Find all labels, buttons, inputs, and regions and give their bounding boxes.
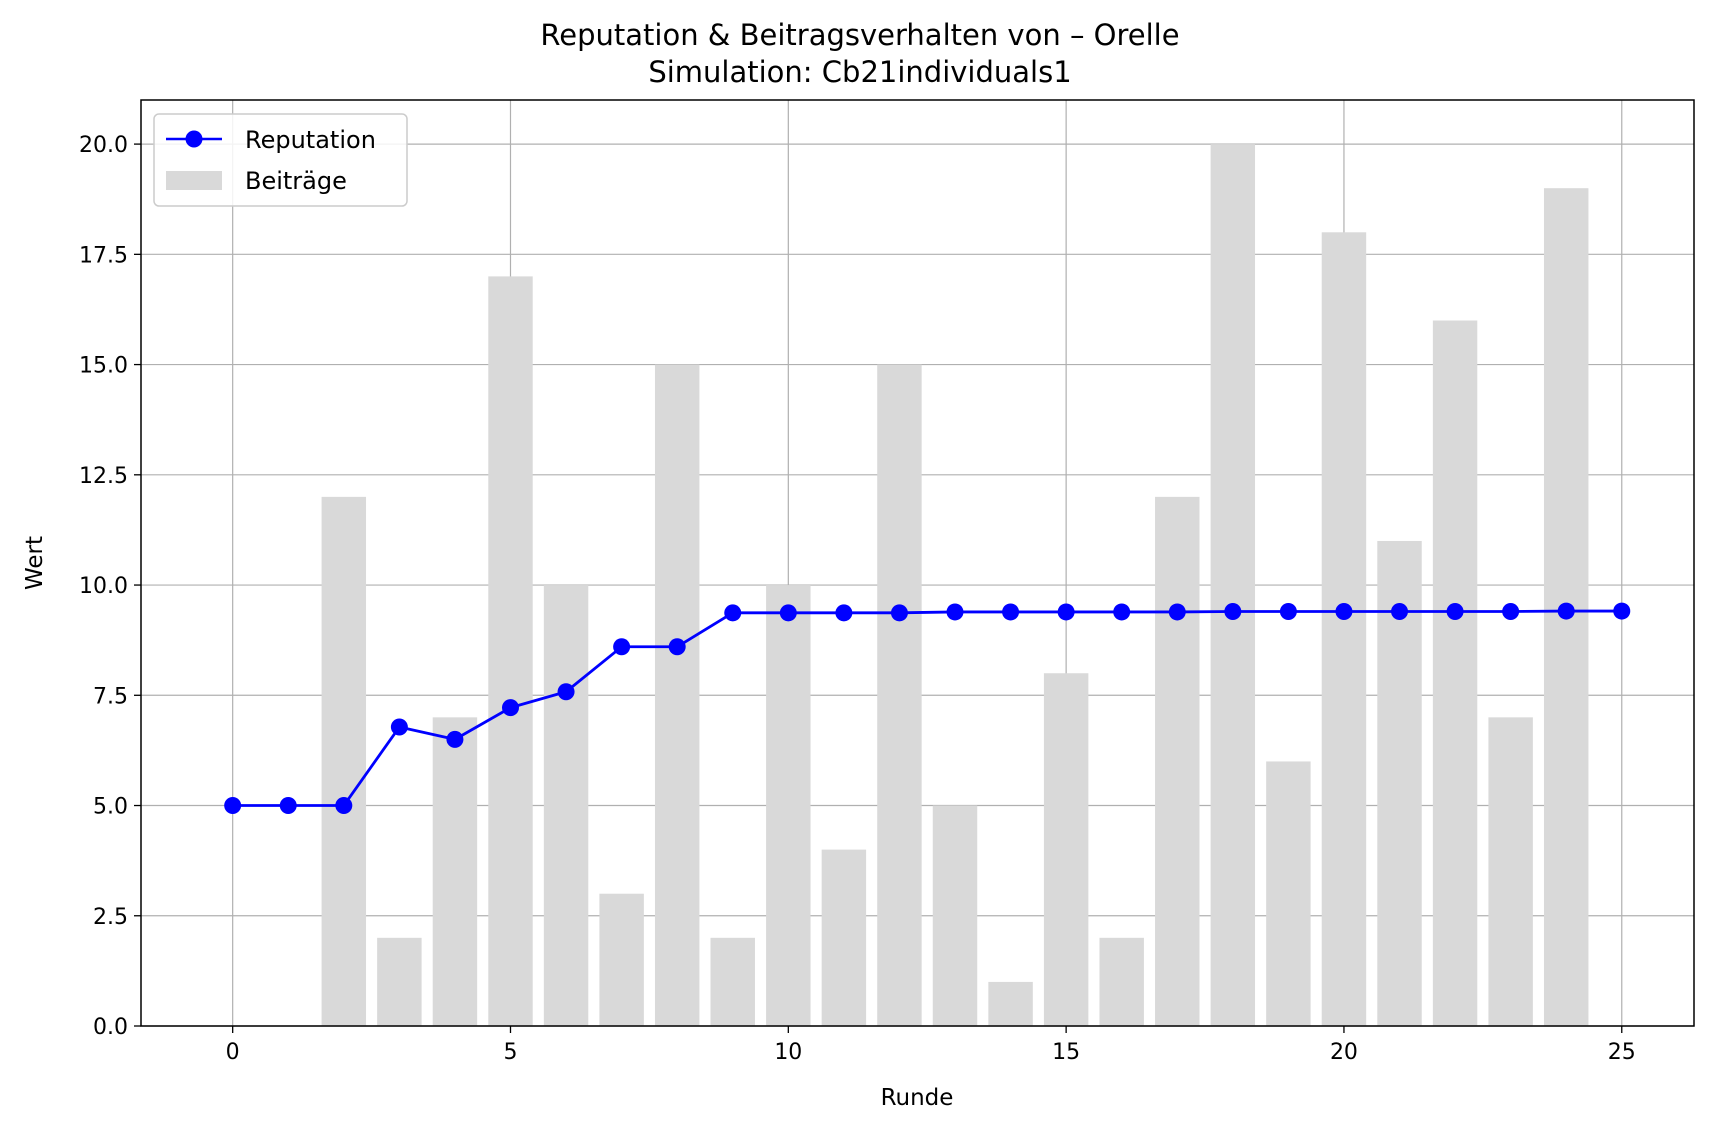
bar [1155, 496, 1200, 1026]
reputation-point [835, 604, 853, 622]
reputation-point [335, 797, 353, 815]
reputation-point [668, 638, 686, 656]
y-tick-label: 12.5 [79, 464, 128, 489]
y-axis-label: Wert [22, 536, 48, 590]
x-tick-label: 10 [774, 1040, 802, 1065]
bar-series [321, 144, 1589, 1027]
reputation-point [1502, 603, 1520, 621]
bar [543, 585, 589, 1026]
y-tick-label: 15.0 [79, 354, 128, 379]
reputation-point [1057, 603, 1075, 621]
reputation-line [232, 609, 1622, 807]
reputation-point [779, 604, 797, 622]
bar [877, 364, 922, 1027]
y-axis: 0.0 2.5 5.0 7.5 10.0 12.5 15.0 17.5 20.0 [79, 133, 141, 1040]
plot-frame [140, 99, 1695, 1027]
reputation-point [1279, 603, 1297, 621]
reputation-point [557, 683, 575, 701]
reputation-point [390, 718, 408, 736]
bar [321, 496, 367, 1026]
bar [1210, 144, 1256, 1027]
bar [710, 937, 755, 1026]
x-axis: 0 5 10 15 20 25 [226, 1026, 1636, 1065]
bar [1488, 717, 1533, 1026]
y-tick-label: 2.5 [93, 905, 128, 930]
x-axis-label: Runde [881, 1085, 954, 1111]
bar [1099, 937, 1144, 1026]
bar [1321, 232, 1367, 1027]
legend-marker-swatch [185, 130, 203, 148]
reputation-point [1335, 603, 1353, 621]
reputation-point [501, 699, 519, 717]
bar [377, 937, 422, 1026]
y-tick-label: 0.0 [93, 1015, 128, 1040]
bar [432, 717, 478, 1026]
bar [1377, 540, 1422, 1026]
bar [766, 585, 811, 1026]
legend-label-beitraege: Beiträge [245, 167, 347, 195]
reputation-point [446, 730, 464, 748]
bar [1432, 320, 1478, 1026]
reputation-point [1557, 602, 1575, 620]
bar [599, 893, 644, 1026]
y-tick-label: 10.0 [79, 574, 128, 599]
legend-label-reputation: Reputation [245, 126, 376, 154]
bar [1043, 673, 1089, 1026]
y-tick-label: 5.0 [93, 795, 128, 820]
x-tick-label: 5 [503, 1040, 517, 1065]
reputation-point [1446, 603, 1464, 621]
reputation-point [224, 797, 242, 815]
chart-subtitle: Simulation: Cb21individuals1 [648, 55, 1071, 89]
y-tick-label: 17.5 [79, 243, 128, 268]
reputation-point [890, 604, 908, 622]
reputation-point [1224, 603, 1242, 621]
bar [1266, 761, 1311, 1026]
y-tick-label: 20.0 [79, 133, 128, 158]
reputation-point [946, 603, 964, 621]
reputation-point [724, 604, 742, 622]
bar [821, 849, 867, 1026]
legend-bar-swatch [166, 171, 222, 190]
reputation-point [1168, 603, 1186, 621]
y-tick-label: 7.5 [93, 684, 128, 709]
line-series [224, 602, 1631, 815]
reputation-point [279, 797, 297, 815]
bar [932, 805, 978, 1026]
reputation-point [1613, 602, 1631, 620]
x-tick-label: 20 [1330, 1040, 1358, 1065]
x-tick-label: 15 [1052, 1040, 1080, 1065]
chart-title: Reputation & Beitragsverhalten von – Ore… [540, 18, 1179, 52]
reputation-point [1113, 603, 1131, 621]
legend: Reputation Beiträge [153, 113, 408, 207]
reputation-point [613, 638, 631, 656]
x-tick-label: 0 [226, 1040, 240, 1065]
bar [488, 276, 533, 1026]
reputation-point [1002, 603, 1020, 621]
bar [988, 981, 1033, 1026]
reputation-point [1391, 603, 1409, 621]
x-tick-label: 25 [1608, 1040, 1636, 1065]
bar [654, 364, 700, 1027]
